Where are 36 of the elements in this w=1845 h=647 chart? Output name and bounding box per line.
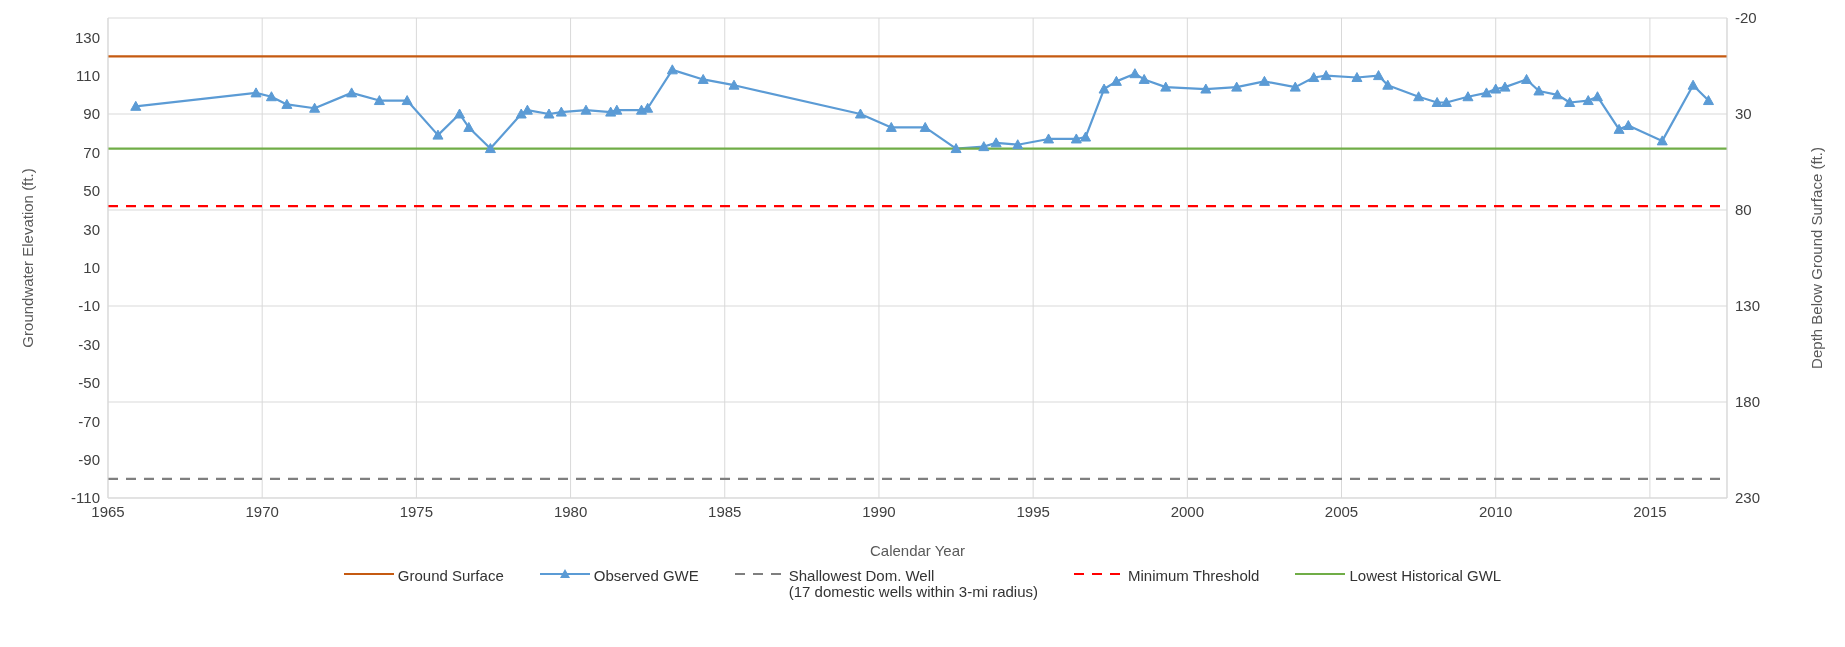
y-tick-label: -10 <box>78 297 100 315</box>
y2-tick-label: -20 <box>1735 9 1757 27</box>
legend-label: Observed GWE <box>593 567 699 584</box>
legend-label: Shallowest Dom. Well (17 domestic wells within 3-mi radius) <box>788 567 1039 600</box>
y-tick-label: 70 <box>83 143 100 161</box>
y2-tick-label: 230 <box>1735 489 1761 507</box>
x-tick-label: 2000 <box>1170 502 1205 520</box>
x-tick-label: 1985 <box>708 502 742 520</box>
y-tick-label: 90 <box>83 105 100 123</box>
y2-tick-label: 80 <box>1735 201 1752 219</box>
y-tick-label: -50 <box>78 374 100 392</box>
x-tick-label: 1980 <box>553 502 588 520</box>
x-tick-label: 2005 <box>1324 502 1359 520</box>
y2-tick-label: 30 <box>1735 105 1752 123</box>
y-tick-label: -30 <box>78 335 100 353</box>
y-tick-label: -70 <box>78 412 100 430</box>
legend-label: Lowest Historical GWL <box>1349 567 1502 584</box>
x-tick-label: 2010 <box>1479 502 1513 520</box>
y-tick-label: 10 <box>83 258 100 276</box>
y2-tick-label: 180 <box>1735 393 1761 411</box>
x-tick-label: 1970 <box>245 502 279 520</box>
legend-label: Minimum Threshold <box>1128 567 1260 584</box>
y2-axis-title: Depth Below Ground Surface (ft.) <box>1808 147 1826 369</box>
y-tick-label: 110 <box>76 66 100 84</box>
y-tick-label: 30 <box>83 220 100 238</box>
x-axis-title: Calendar Year <box>869 542 966 559</box>
x-tick-label: 1990 <box>862 502 896 520</box>
x-tick-label: 1975 <box>399 502 434 520</box>
y-tick-label: 130 <box>74 28 100 46</box>
legend-label: Ground Surface <box>397 567 504 584</box>
y-tick-label: 50 <box>83 182 100 200</box>
x-tick-label: 1995 <box>1016 502 1050 520</box>
x-tick-label: 2015 <box>1633 502 1667 520</box>
y2-tick-label: 130 <box>1735 297 1761 315</box>
y-axis-title: Groundwater Elevation (ft.) <box>19 168 37 348</box>
y-tick-label: -90 <box>78 450 100 468</box>
